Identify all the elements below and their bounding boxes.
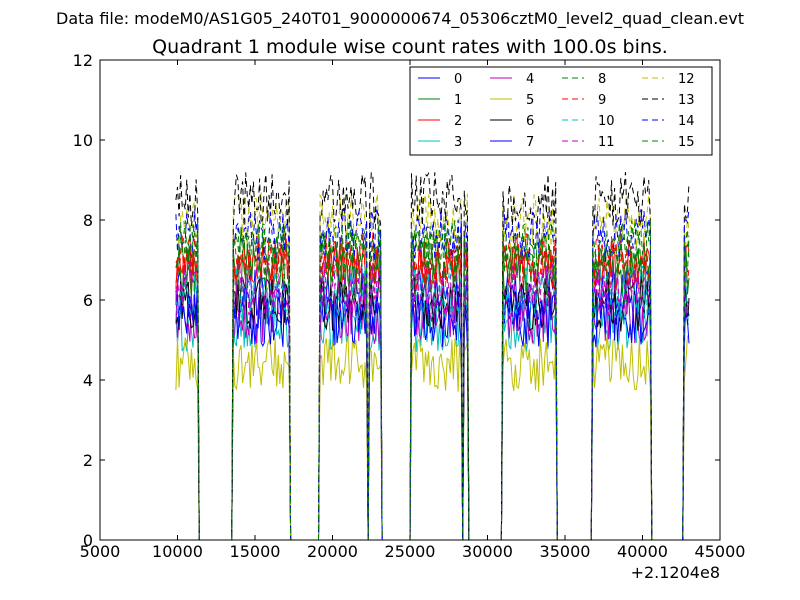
series-line-15 bbox=[175, 220, 690, 541]
x-tick-label: 40000 bbox=[617, 542, 668, 561]
y-tick-label: 2 bbox=[83, 451, 93, 470]
legend-label: 7 bbox=[526, 135, 534, 150]
plot-frame bbox=[99, 59, 721, 541]
y-tick-label: 12 bbox=[73, 51, 93, 70]
legend-label: 9 bbox=[598, 93, 606, 108]
y-tick-label: 0 bbox=[83, 531, 93, 550]
legend-label: 5 bbox=[526, 93, 534, 108]
series-line-14 bbox=[175, 208, 690, 541]
y-tick-label: 10 bbox=[73, 131, 93, 150]
legend-label: 0 bbox=[454, 72, 462, 87]
legend-label: 3 bbox=[454, 135, 462, 150]
legend-label: 14 bbox=[678, 114, 695, 129]
series-line-13 bbox=[175, 171, 690, 541]
legend-label: 1 bbox=[454, 93, 462, 108]
chart-title: Quadrant 1 module wise count rates with … bbox=[152, 36, 668, 58]
plot-lines bbox=[175, 171, 690, 541]
legend-label: 12 bbox=[678, 72, 695, 87]
x-tick-label: 15000 bbox=[230, 542, 281, 561]
legend-label: 13 bbox=[678, 93, 695, 108]
datafile-label: Data file: modeM0/AS1G05_240T01_90000006… bbox=[56, 9, 744, 29]
legend-label: 15 bbox=[678, 135, 695, 150]
x-tick-label: 10000 bbox=[152, 542, 203, 561]
series-line-5 bbox=[175, 335, 690, 541]
y-tick-label: 8 bbox=[83, 211, 93, 230]
series-line-7 bbox=[175, 290, 690, 541]
series-line-10 bbox=[175, 264, 690, 541]
series-line-11 bbox=[175, 260, 690, 541]
x-tick-label: 35000 bbox=[540, 542, 591, 561]
legend-label: 8 bbox=[598, 72, 606, 87]
x-offset-label: +2.1204e8 bbox=[631, 563, 720, 582]
x-tick-label: 20000 bbox=[307, 542, 358, 561]
legend-box bbox=[409, 66, 713, 156]
axis-ticks: 5000 10000 15000 20000 25000 30000 35000 40000 4… bbox=[73, 51, 746, 561]
x-tick-label: 45000 bbox=[695, 542, 746, 561]
x-tick-label: 5000 bbox=[80, 542, 121, 561]
x-tick-label: 30000 bbox=[462, 542, 513, 561]
legend-label: 4 bbox=[526, 72, 534, 87]
y-tick-label: 6 bbox=[83, 291, 93, 310]
legend-label: 2 bbox=[454, 114, 462, 129]
y-tick-label: 4 bbox=[83, 371, 93, 390]
legend-label: 10 bbox=[598, 114, 615, 129]
legend-label: 11 bbox=[598, 135, 615, 150]
series-line-12 bbox=[175, 192, 690, 541]
legend-label: 6 bbox=[526, 114, 534, 129]
x-tick-label: 25000 bbox=[385, 542, 436, 561]
